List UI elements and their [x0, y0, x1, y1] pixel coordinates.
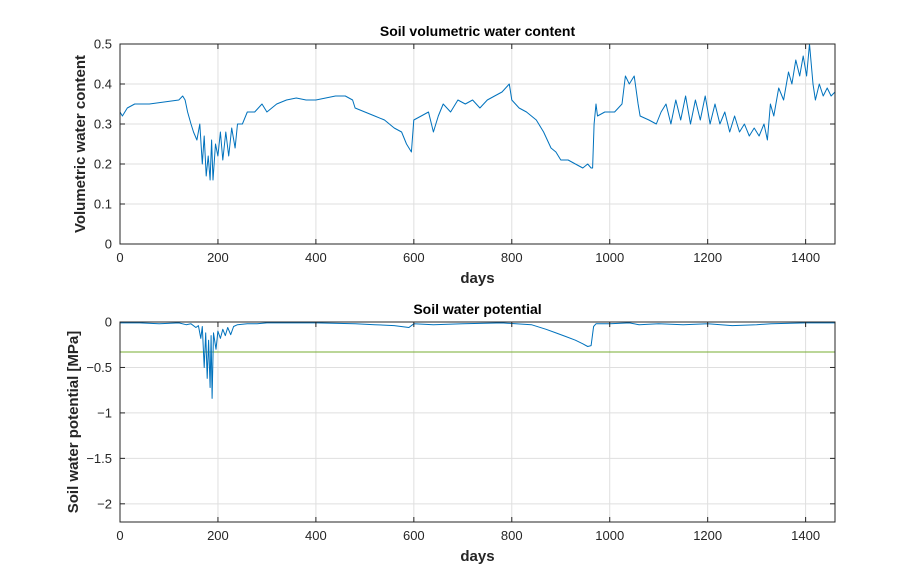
vwc-y-tick-label: 0.1: [94, 197, 112, 212]
potential-x-tick-label: 1400: [791, 528, 820, 543]
potential-x-tick-label: 600: [403, 528, 425, 543]
potential-series-line: [120, 322, 835, 399]
potential-y-axis-label: Soil water potential [MPa]: [65, 331, 82, 514]
potential-y-tick-label: −2: [97, 496, 112, 511]
potential-chart-title: Soil water potential: [413, 301, 541, 317]
vwc-y-tick-label: 0.4: [94, 77, 112, 92]
potential-x-axis-label: days: [460, 548, 494, 565]
vwc-axes-box: [119, 43, 836, 245]
potential-x-tick-label: 400: [305, 528, 327, 543]
vwc-y-tick-label: 0.2: [94, 157, 112, 172]
potential-y-tick-label: −0.5: [86, 360, 112, 375]
vwc-plot: Soil volumetric water content Volumetric…: [72, 23, 836, 287]
potential-y-tick-label: −1.5: [86, 451, 112, 466]
vwc-y-tick-label: 0.3: [94, 117, 112, 132]
vwc-y-axis-label: Volumetric water content: [72, 55, 89, 233]
vwc-y-tick-label: 0: [105, 237, 112, 252]
vwc-x-tick-label: 600: [403, 250, 425, 265]
potential-x-tick-label: 0: [116, 528, 123, 543]
potential-y-tick-label: 0: [105, 315, 112, 330]
vwc-x-tick-label: 800: [501, 250, 523, 265]
vwc-x-tick-label: 200: [207, 250, 229, 265]
potential-y-tick-label: −1: [97, 405, 112, 420]
potential-x-tick-label: 1000: [595, 528, 624, 543]
vwc-x-tick-label: 1000: [595, 250, 624, 265]
vwc-x-axis-label: days: [460, 270, 494, 287]
potential-plot: Soil water potential Soil water potentia…: [65, 301, 836, 565]
potential-axes-box: [119, 321, 836, 523]
vwc-x-tick-label: 0: [116, 250, 123, 265]
vwc-x-tick-label: 400: [305, 250, 327, 265]
vwc-y-tick-label: 0.5: [94, 37, 112, 52]
vwc-chart-title: Soil volumetric water content: [380, 23, 576, 39]
potential-x-tick-label: 1200: [693, 528, 722, 543]
vwc-x-tick-label: 1200: [693, 250, 722, 265]
vwc-x-tick-label: 1400: [791, 250, 820, 265]
potential-x-tick-label: 800: [501, 528, 523, 543]
potential-x-tick-label: 200: [207, 528, 229, 543]
vwc-series-line: [119, 43, 836, 181]
